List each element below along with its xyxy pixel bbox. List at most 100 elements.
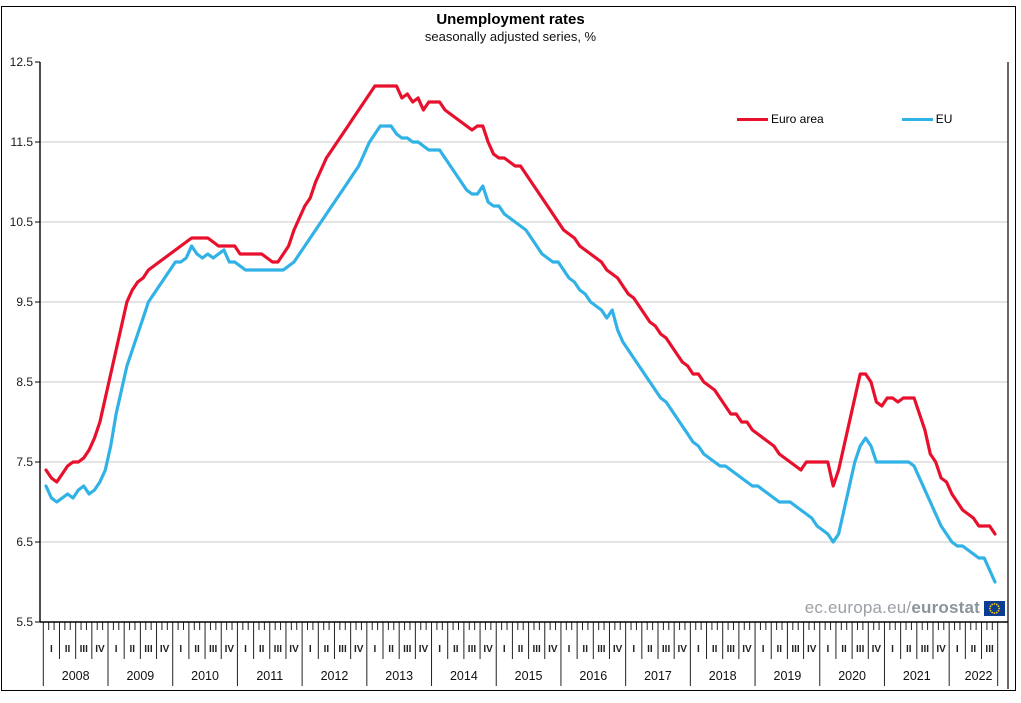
quarter-label: I <box>374 644 377 655</box>
quarter-label: IV <box>678 644 688 655</box>
quarter-label: I <box>956 644 959 655</box>
year-label: 2011 <box>256 669 283 683</box>
legend-item-eu: EU <box>901 112 953 126</box>
quarter-label: IV <box>483 644 493 655</box>
quarter-label: I <box>891 644 894 655</box>
eu-flag-star <box>989 604 992 607</box>
y-tick-label: 9.5 <box>16 295 33 309</box>
quarter-label: III <box>468 644 477 655</box>
quarter-label: II <box>129 644 135 655</box>
quarter-label: IV <box>95 644 105 655</box>
year-label: 2008 <box>62 669 90 683</box>
quarter-label: I <box>568 644 571 655</box>
eu-flag-icon <box>984 600 1005 616</box>
eu-flag-star <box>995 611 998 613</box>
eu-flag-star <box>997 609 1000 612</box>
chart-title: Unemployment rates <box>436 11 585 28</box>
quarter-label: III <box>727 644 736 655</box>
quarter-label: II <box>647 644 653 655</box>
year-label: 2017 <box>644 669 672 683</box>
quarter-label: III <box>921 644 930 655</box>
quarter-label: II <box>906 644 912 655</box>
year-label: 2015 <box>515 669 543 683</box>
y-tick-label: 12.5 <box>10 55 34 69</box>
quarter-label: III <box>209 644 218 655</box>
eu-flag-star <box>995 603 998 605</box>
y-tick-label: 7.5 <box>16 455 33 469</box>
eu-flag-star <box>998 607 1000 609</box>
quarter-label: II <box>65 644 71 655</box>
y-tick-label: 8.5 <box>16 375 33 389</box>
quarter-label: III <box>338 644 347 655</box>
year-label: 2009 <box>126 669 154 683</box>
eu-flag-background <box>984 600 1005 616</box>
quarter-label: I <box>632 644 635 655</box>
legend-label-euro-area: Euro area <box>771 112 824 126</box>
quarter-label: IV <box>936 644 946 655</box>
legend: Euro area EU <box>737 112 952 126</box>
year-label: 2022 <box>965 669 993 683</box>
year-label: 2020 <box>838 669 866 683</box>
quarter-label: III <box>662 644 671 655</box>
quarter-label: II <box>971 644 977 655</box>
eu-flag-star <box>993 611 996 614</box>
quarter-label: I <box>309 644 312 655</box>
quarter-label: II <box>518 644 524 655</box>
quarter-label: IV <box>225 644 235 655</box>
eu-flag-star <box>989 607 991 609</box>
legend-line-eu-icon <box>901 117 933 121</box>
legend-line-euro-area-icon <box>737 117 768 121</box>
quarter-label: IV <box>160 644 170 655</box>
quarter-label: IV <box>354 644 364 655</box>
y-tick-label: 5.5 <box>16 615 33 629</box>
quarter-label: I <box>179 644 182 655</box>
figure-border <box>1 6 1016 691</box>
quarter-label: II <box>453 644 459 655</box>
quarter-label: IV <box>613 644 623 655</box>
y-tick-label: 6.5 <box>16 535 33 549</box>
quarter-label: II <box>259 644 265 655</box>
eu-flag-star <box>991 603 994 605</box>
quarter-label: IV <box>289 644 299 655</box>
year-label: 2021 <box>903 669 931 683</box>
year-label: 2014 <box>450 669 478 683</box>
eu-flag-star <box>997 604 1000 607</box>
quarter-label: I <box>762 644 765 655</box>
quarter-label: III <box>533 644 542 655</box>
quarter-label: IV <box>742 644 752 655</box>
watermark-eurostat: eurostat <box>911 598 980 617</box>
quarter-label: II <box>841 644 847 655</box>
quarter-label: I <box>697 644 700 655</box>
quarter-label: II <box>582 644 588 655</box>
quarter-label: III <box>80 644 89 655</box>
quarter-label: III <box>274 644 283 655</box>
quarter-label: I <box>826 644 829 655</box>
quarter-label: IV <box>872 644 882 655</box>
watermark: ec.europa.eu/eurostat <box>805 598 1005 618</box>
year-label: 2010 <box>191 669 219 683</box>
quarter-label: III <box>985 644 994 655</box>
chart-subtitle: seasonally adjusted series, % <box>424 29 597 44</box>
year-label: 2016 <box>579 669 607 683</box>
quarter-label: IV <box>548 644 558 655</box>
year-label: 2013 <box>385 669 413 683</box>
quarter-label: II <box>388 644 394 655</box>
eu-flag-star <box>989 609 992 612</box>
eu-flag-star <box>993 602 996 605</box>
quarter-label: I <box>503 644 506 655</box>
year-label: 2018 <box>709 669 737 683</box>
quarter-label: III <box>856 644 865 655</box>
legend-item-euro-area: Euro area <box>737 112 824 126</box>
quarter-label: III <box>597 644 606 655</box>
quarter-label: III <box>144 644 153 655</box>
quarter-label: II <box>194 644 200 655</box>
quarter-label: I <box>438 644 441 655</box>
legend-label-eu: EU <box>935 112 953 126</box>
quarter-label: III <box>791 644 800 655</box>
quarter-label: I <box>244 644 247 655</box>
quarter-label: IV <box>419 644 429 655</box>
quarter-label: I <box>115 644 118 655</box>
quarter-label: I <box>50 644 53 655</box>
